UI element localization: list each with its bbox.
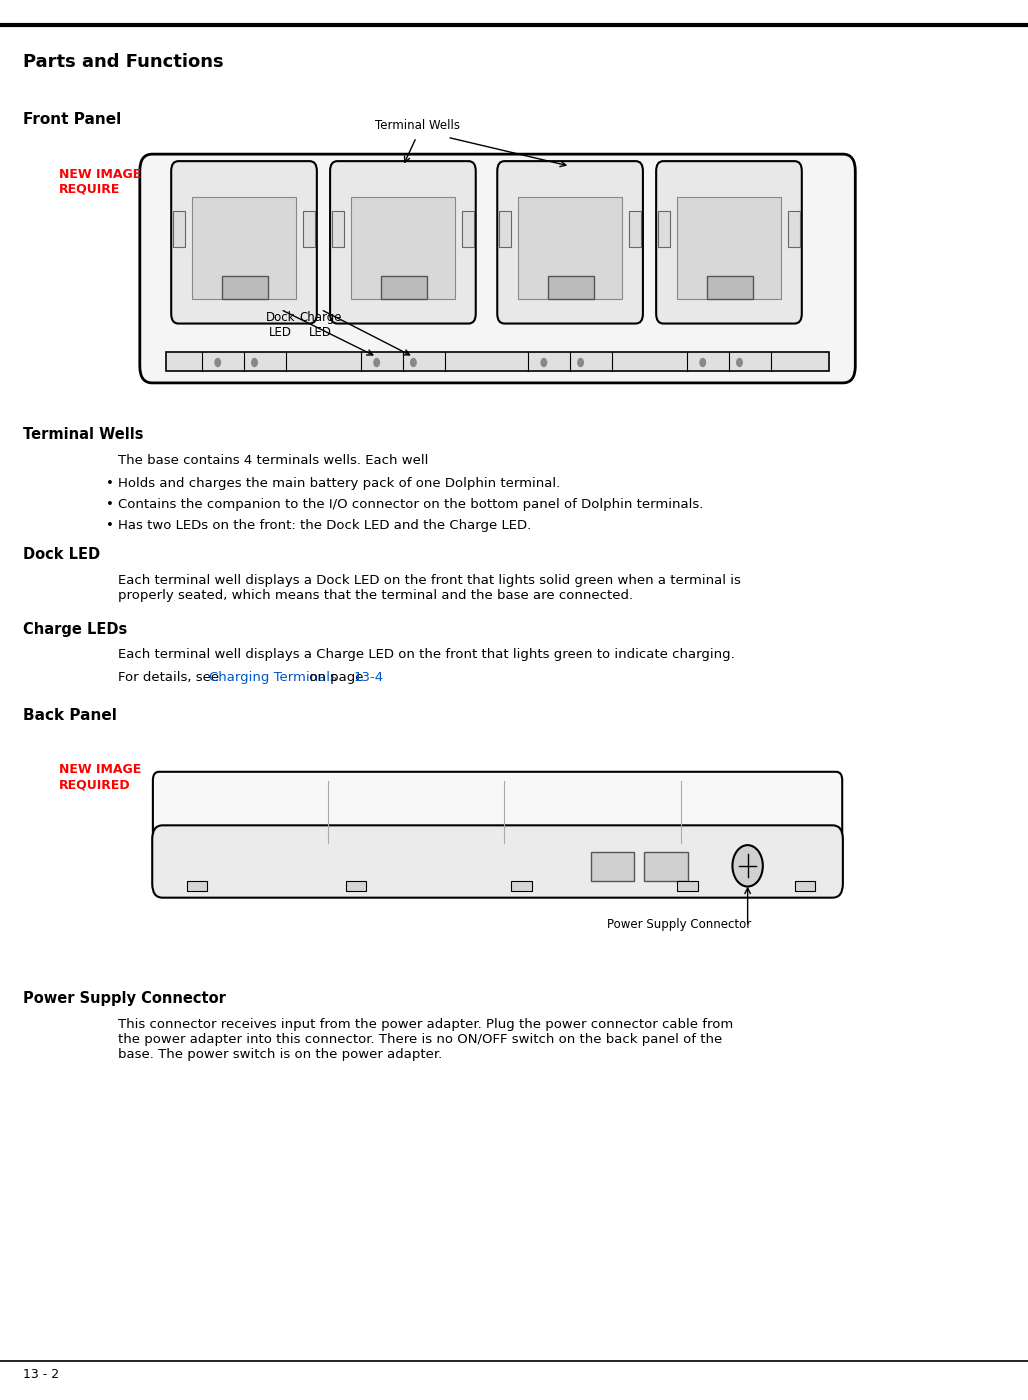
Bar xyxy=(548,276,594,300)
Bar xyxy=(677,881,698,890)
FancyBboxPatch shape xyxy=(140,154,855,384)
Bar xyxy=(462,211,474,246)
FancyBboxPatch shape xyxy=(656,161,802,323)
Bar xyxy=(706,276,752,300)
Text: 13 - 2: 13 - 2 xyxy=(23,1368,59,1380)
Bar xyxy=(187,881,208,890)
Text: Each terminal well displays a Dock LED on the front that lights solid green when: Each terminal well displays a Dock LED o… xyxy=(118,574,741,602)
Bar xyxy=(222,276,267,300)
Bar xyxy=(511,881,533,890)
Text: Power Supply Connector: Power Supply Connector xyxy=(23,991,225,1007)
Text: This connector receives input from the power adapter. Plug the power connector c: This connector receives input from the p… xyxy=(118,1018,733,1061)
Text: Parts and Functions: Parts and Functions xyxy=(23,53,223,71)
Text: Contains the companion to the I/O connector on the bottom panel of Dolphin termi: Contains the companion to the I/O connec… xyxy=(118,498,703,511)
FancyBboxPatch shape xyxy=(498,161,642,323)
Circle shape xyxy=(732,846,763,886)
Text: Dock LED: Dock LED xyxy=(23,547,100,563)
FancyBboxPatch shape xyxy=(153,771,842,853)
FancyBboxPatch shape xyxy=(330,161,476,323)
Bar xyxy=(166,351,830,371)
Text: For details, see: For details, see xyxy=(118,671,224,683)
Circle shape xyxy=(373,358,380,367)
Text: Terminal Wells: Terminal Wells xyxy=(375,119,461,132)
Text: The base contains 4 terminals wells. Each well: The base contains 4 terminals wells. Eac… xyxy=(118,454,429,466)
Text: Dock
LED: Dock LED xyxy=(266,311,295,339)
Text: NEW IMAGE
REQUIRE: NEW IMAGE REQUIRE xyxy=(59,168,141,196)
Bar xyxy=(518,196,622,300)
Text: Charge LEDs: Charge LEDs xyxy=(23,622,126,637)
Bar xyxy=(787,211,800,246)
Bar xyxy=(345,881,366,890)
Bar xyxy=(192,196,296,300)
Bar xyxy=(380,276,427,300)
Bar xyxy=(591,851,634,881)
Circle shape xyxy=(410,358,417,367)
Bar xyxy=(302,211,316,246)
Circle shape xyxy=(736,358,743,367)
Circle shape xyxy=(251,358,258,367)
Bar xyxy=(499,211,511,246)
Bar xyxy=(173,211,185,246)
Text: Power Supply Connector: Power Supply Connector xyxy=(607,918,750,931)
Text: NEW IMAGE
REQUIRED: NEW IMAGE REQUIRED xyxy=(59,763,141,791)
Text: Front Panel: Front Panel xyxy=(23,112,121,127)
Text: Has two LEDs on the front: the Dock LED and the Charge LED.: Has two LEDs on the front: the Dock LED … xyxy=(118,519,531,532)
Text: Back Panel: Back Panel xyxy=(23,708,116,724)
Text: on page: on page xyxy=(305,671,368,683)
Text: •: • xyxy=(106,477,114,490)
Bar xyxy=(352,196,454,300)
Text: •: • xyxy=(106,498,114,511)
Circle shape xyxy=(699,358,706,367)
Text: •: • xyxy=(106,519,114,532)
Bar xyxy=(644,851,688,881)
Circle shape xyxy=(577,358,584,367)
Bar xyxy=(677,196,781,300)
Circle shape xyxy=(214,358,221,367)
Text: Terminal Wells: Terminal Wells xyxy=(23,427,143,442)
FancyBboxPatch shape xyxy=(152,826,843,897)
Bar xyxy=(795,881,815,890)
Text: Charging Terminals: Charging Terminals xyxy=(209,671,337,683)
Text: Holds and charges the main battery pack of one Dolphin terminal.: Holds and charges the main battery pack … xyxy=(118,477,560,490)
Text: 13-4: 13-4 xyxy=(354,671,383,683)
FancyBboxPatch shape xyxy=(172,161,317,323)
Bar xyxy=(658,211,670,246)
Circle shape xyxy=(541,358,547,367)
Bar xyxy=(332,211,344,246)
Bar xyxy=(629,211,641,246)
Text: Each terminal well displays a Charge LED on the front that lights green to indic: Each terminal well displays a Charge LED… xyxy=(118,648,735,661)
Text: Charge
LED: Charge LED xyxy=(299,311,342,339)
